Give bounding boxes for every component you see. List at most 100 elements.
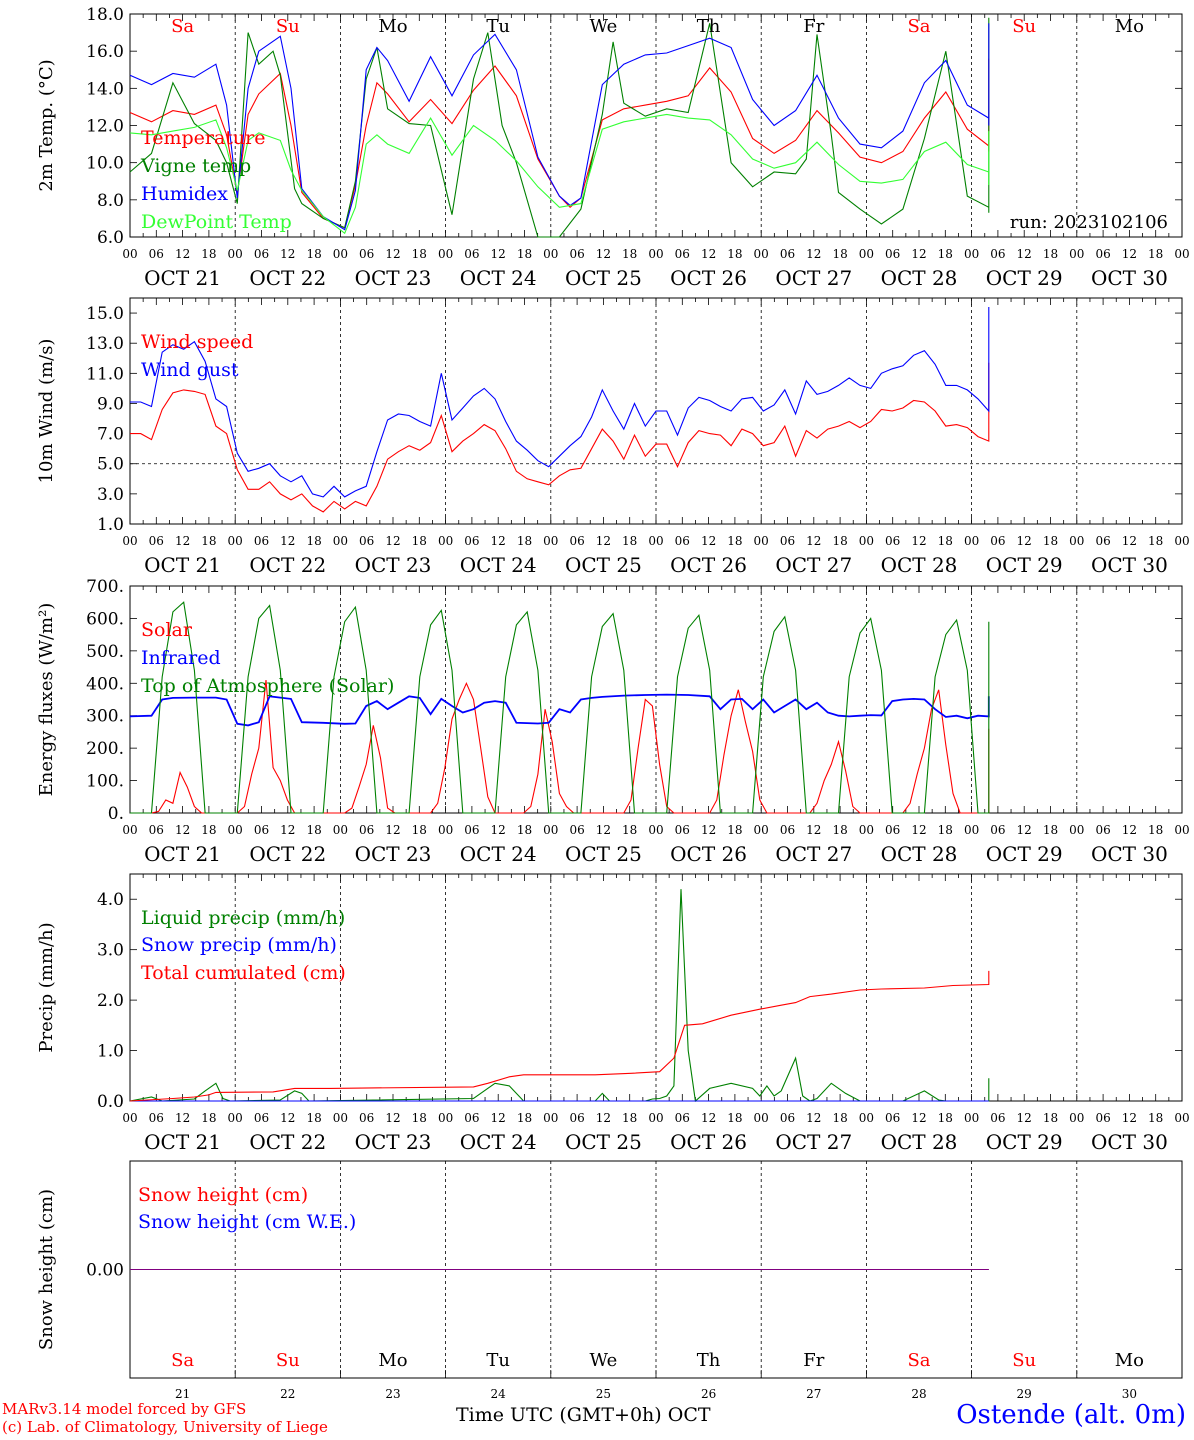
hour-tick-label: 18 bbox=[832, 534, 847, 548]
date-label: OCT 21 bbox=[144, 842, 221, 866]
day-name: Th bbox=[697, 16, 721, 37]
y-tick-label: 0.0 bbox=[97, 1092, 124, 1112]
hour-tick-label: 06 bbox=[254, 1111, 269, 1125]
hour-tick-label: 12 bbox=[491, 534, 506, 548]
y-tick-label: 18.0 bbox=[86, 5, 124, 25]
date-label: OCT 29 bbox=[986, 266, 1063, 290]
day-number: 30 bbox=[1122, 1387, 1137, 1401]
hour-tick-label: 18 bbox=[306, 823, 321, 837]
hour-tick-label: 18 bbox=[938, 247, 953, 261]
series-line-solar bbox=[130, 679, 990, 814]
legend-entry: DewPoint Temp bbox=[141, 211, 292, 233]
legend-entry: Snow height (cm) bbox=[138, 1184, 308, 1206]
y-tick-label: 16.0 bbox=[86, 42, 124, 62]
y-tick-label: 15.0 bbox=[86, 304, 124, 324]
date-label: OCT 22 bbox=[249, 553, 326, 577]
hour-tick-label: 12 bbox=[1017, 823, 1032, 837]
day-number: 23 bbox=[385, 1387, 400, 1401]
hour-tick-label: 12 bbox=[175, 823, 190, 837]
hour-tick-label: 00 bbox=[438, 247, 453, 261]
hour-tick-label: 00 bbox=[1174, 247, 1189, 261]
y-tick-label: 8.0 bbox=[97, 191, 124, 211]
date-label: OCT 25 bbox=[565, 842, 642, 866]
hour-tick-label: 18 bbox=[1148, 823, 1163, 837]
time-axis-title: Time UTC (GMT+0h) bbox=[456, 1404, 662, 1426]
y-tick-label: 200. bbox=[86, 739, 124, 759]
hour-tick-label: 18 bbox=[517, 247, 532, 261]
legend-entry: Vigne temp bbox=[140, 155, 251, 177]
day-name: Fr bbox=[803, 1350, 824, 1371]
day-name: Sa bbox=[171, 16, 194, 37]
hour-tick-label: 18 bbox=[938, 534, 953, 548]
day-name: Su bbox=[276, 16, 300, 37]
hour-tick-label: 18 bbox=[622, 247, 637, 261]
y-tick-label: 12.0 bbox=[86, 117, 124, 137]
hour-tick-label: 06 bbox=[675, 247, 690, 261]
hour-tick-label: 12 bbox=[701, 823, 716, 837]
y-tick-label: 1.0 bbox=[97, 515, 124, 535]
date-label: OCT 26 bbox=[670, 553, 747, 577]
hour-tick-label: 12 bbox=[1122, 534, 1137, 548]
date-label: OCT 24 bbox=[460, 842, 537, 866]
hour-tick-label: 12 bbox=[701, 247, 716, 261]
hour-tick-label: 12 bbox=[385, 823, 400, 837]
series-line-vigne-temp bbox=[129, 17, 990, 238]
day-name: Su bbox=[1012, 16, 1036, 37]
hour-tick-label: 06 bbox=[885, 1111, 900, 1125]
hour-tick-label: 12 bbox=[1017, 534, 1032, 548]
hour-tick-label: 12 bbox=[280, 823, 295, 837]
day-name: Sa bbox=[907, 16, 930, 37]
series-line-humidex bbox=[129, 23, 990, 231]
hour-tick-label: 18 bbox=[201, 247, 216, 261]
series-line-infrared bbox=[129, 693, 990, 727]
hour-tick-label: 00 bbox=[228, 1111, 243, 1125]
hour-tick-label: 00 bbox=[964, 534, 979, 548]
legend-entry: Infrared bbox=[141, 647, 221, 669]
date-label: OCT 30 bbox=[1091, 842, 1168, 866]
day-name: Su bbox=[276, 1350, 300, 1371]
date-label: OCT 27 bbox=[775, 842, 852, 866]
hour-tick-label: 06 bbox=[780, 823, 795, 837]
hour-tick-label: 00 bbox=[1069, 534, 1084, 548]
hour-tick-label: 18 bbox=[622, 1111, 637, 1125]
hour-tick-label: 00 bbox=[333, 823, 348, 837]
date-label: OCT 25 bbox=[565, 553, 642, 577]
date-label: OCT 28 bbox=[881, 553, 958, 577]
hour-tick-label: 06 bbox=[359, 534, 374, 548]
hour-tick-label: 06 bbox=[780, 534, 795, 548]
y-axis-title: Snow height (cm) bbox=[36, 1189, 57, 1350]
hour-tick-label: 12 bbox=[806, 247, 821, 261]
hour-tick-label: 18 bbox=[306, 1111, 321, 1125]
date-label: OCT 21 bbox=[144, 266, 221, 290]
day-number: 25 bbox=[596, 1387, 611, 1401]
hour-tick-label: 12 bbox=[596, 247, 611, 261]
hour-tick-label: 00 bbox=[859, 823, 874, 837]
y-tick-label: 10.0 bbox=[86, 154, 124, 174]
hour-tick-label: 06 bbox=[149, 1111, 164, 1125]
y-tick-label: 11.0 bbox=[86, 364, 124, 384]
y-tick-label: 5.0 bbox=[97, 455, 124, 475]
hour-tick-label: 00 bbox=[648, 823, 663, 837]
date-label: OCT 29 bbox=[986, 1130, 1063, 1154]
hour-tick-label: 00 bbox=[438, 823, 453, 837]
date-label: OCT 23 bbox=[355, 266, 432, 290]
y-tick-label: 100. bbox=[86, 772, 124, 792]
y-axis-title: 2m Temp. (°C) bbox=[36, 59, 57, 191]
y-axis-title: 10m Wind (m/s) bbox=[36, 339, 57, 484]
y-tick-label: 9.0 bbox=[97, 394, 124, 414]
hour-tick-label: 06 bbox=[464, 823, 479, 837]
day-name: Mo bbox=[378, 1350, 407, 1371]
hour-tick-label: 00 bbox=[333, 1111, 348, 1125]
hour-tick-label: 06 bbox=[464, 534, 479, 548]
hour-tick-label: 18 bbox=[1043, 1111, 1058, 1125]
date-label: OCT 30 bbox=[1091, 266, 1168, 290]
hour-tick-label: 12 bbox=[701, 534, 716, 548]
hour-tick-label: 00 bbox=[859, 247, 874, 261]
hour-tick-label: 12 bbox=[280, 1111, 295, 1125]
y-tick-label: 600. bbox=[86, 609, 124, 629]
hour-tick-label: 00 bbox=[1174, 823, 1189, 837]
y-tick-label: 0.00 bbox=[86, 1261, 124, 1281]
model-credit: MARv3.14 model forced by GFS (c) Lab. of… bbox=[2, 1400, 328, 1436]
hour-tick-label: 06 bbox=[885, 247, 900, 261]
y-tick-label: 500. bbox=[86, 642, 124, 662]
